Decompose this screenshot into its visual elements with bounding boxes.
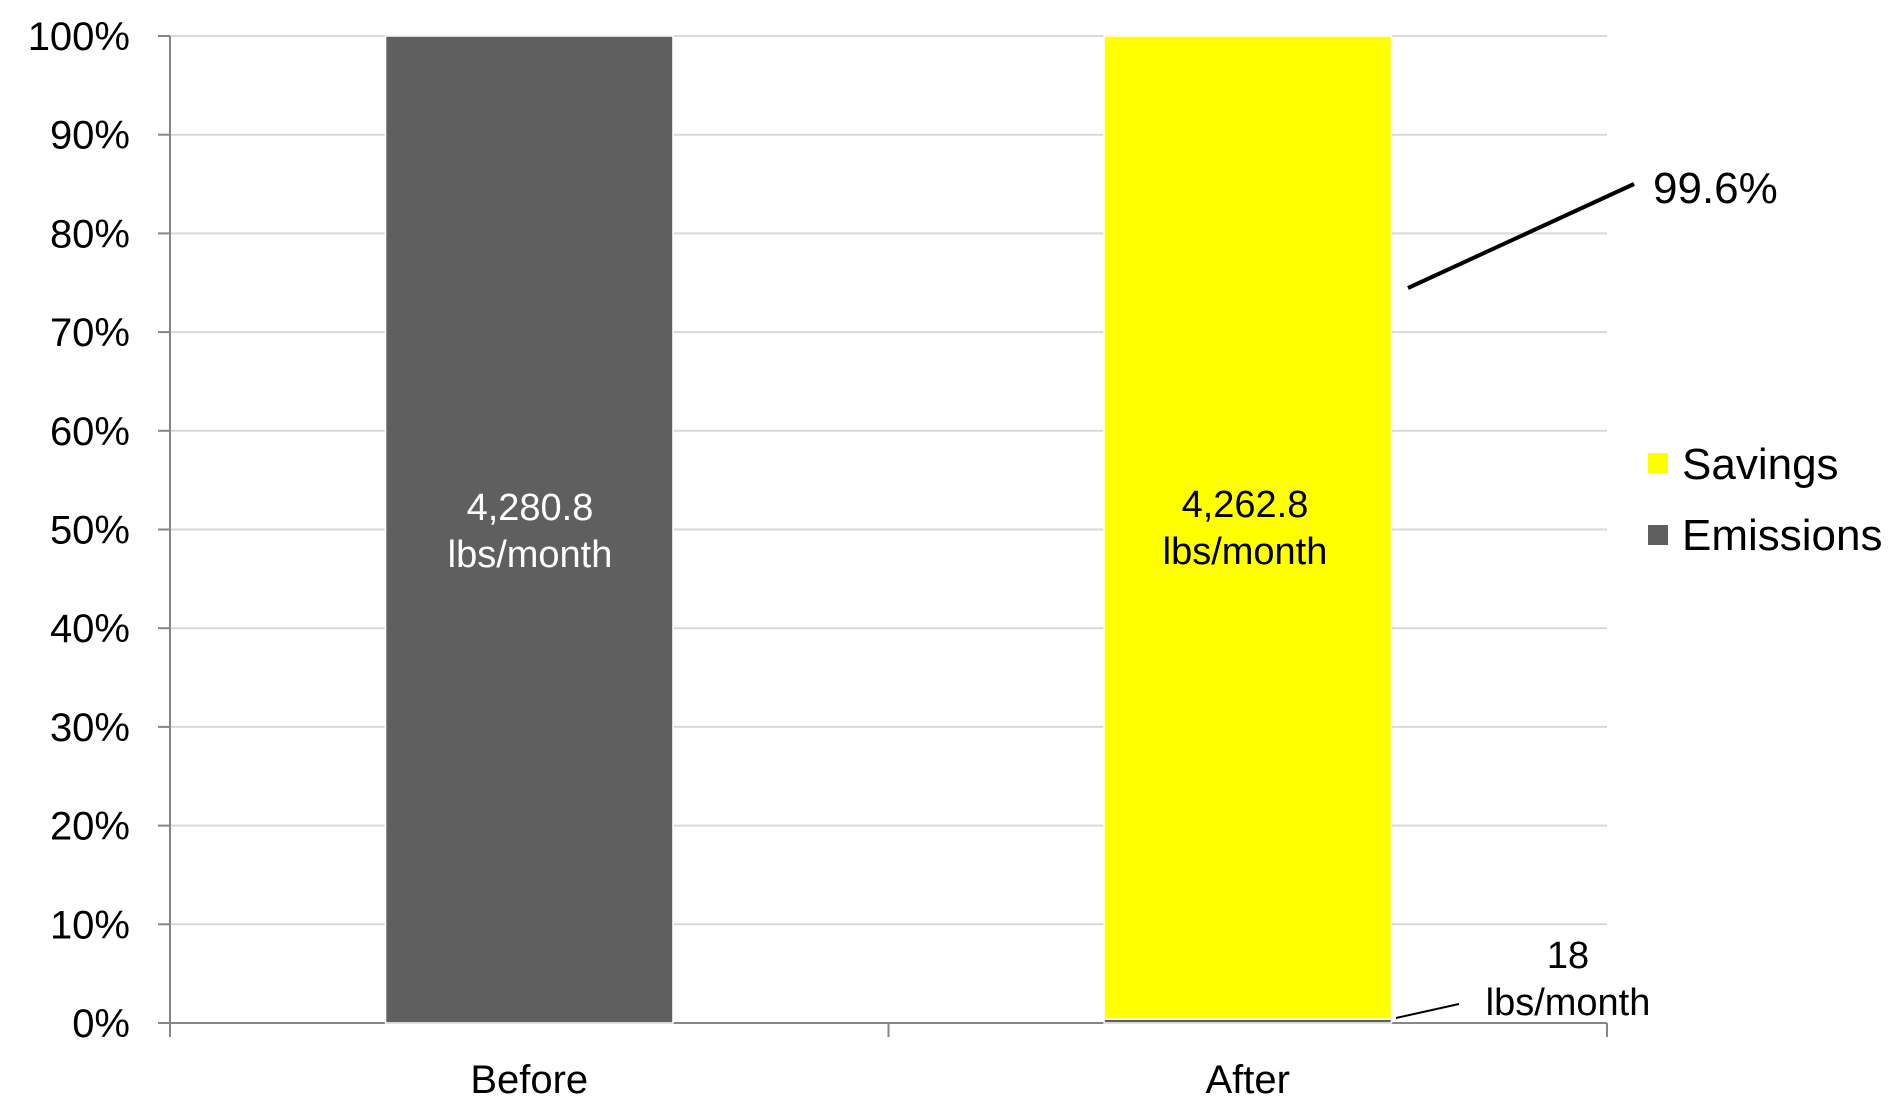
axes: 0% 10% 20% 30% 40% 50% 60% 70% 80% 90% 100% Before A… — [28, 15, 1608, 1102]
after-emissions-leader-line — [1395, 1003, 1460, 1019]
y-tick-label-1: 10% — [50, 903, 130, 947]
before-value-label-line2: lbs/month — [448, 534, 613, 576]
y-tick-label-0: 0% — [72, 1002, 130, 1046]
y-tick-label-5: 50% — [50, 509, 130, 553]
legend-label-emissions: Emissions — [1682, 511, 1883, 560]
x-tick-label-before: Before — [470, 1058, 588, 1102]
legend-swatch-savings — [1648, 453, 1668, 473]
data-labels: 4,280.8 lbs/month 4,262.8 lbs/month 18 l… — [448, 164, 1778, 1024]
before-value-label-line1: 4,280.8 — [467, 487, 594, 529]
after-savings-label-line1: 4,262.8 — [1182, 484, 1309, 526]
x-tick-label-after: After — [1206, 1058, 1290, 1102]
after-savings-label-line2: lbs/month — [1163, 531, 1328, 573]
y-tick-label-9: 90% — [50, 114, 130, 158]
savings-percent-annotation: 99.6% — [1653, 164, 1778, 213]
bar-after-savings — [1103, 35, 1393, 1020]
after-emissions-label-line1: 18 — [1547, 935, 1589, 977]
bars — [384, 35, 1393, 1024]
legend-label-savings: Savings — [1682, 440, 1839, 489]
y-tick-label-3: 30% — [50, 706, 130, 750]
legend: Savings Emissions — [1648, 440, 1883, 560]
legend-swatch-emissions — [1648, 525, 1668, 545]
y-tick-label-6: 60% — [50, 410, 130, 454]
after-emissions-label-line2: lbs/month — [1486, 982, 1651, 1024]
bar-before-emissions — [384, 35, 674, 1024]
y-tick-label-8: 80% — [50, 212, 130, 256]
y-tick-label-7: 70% — [50, 311, 130, 355]
savings-percent-leader-line — [1407, 182, 1635, 290]
y-tick-label-2: 20% — [50, 805, 130, 849]
y-tick-label-4: 40% — [50, 607, 130, 651]
y-tick-label-10: 100% — [28, 15, 130, 59]
